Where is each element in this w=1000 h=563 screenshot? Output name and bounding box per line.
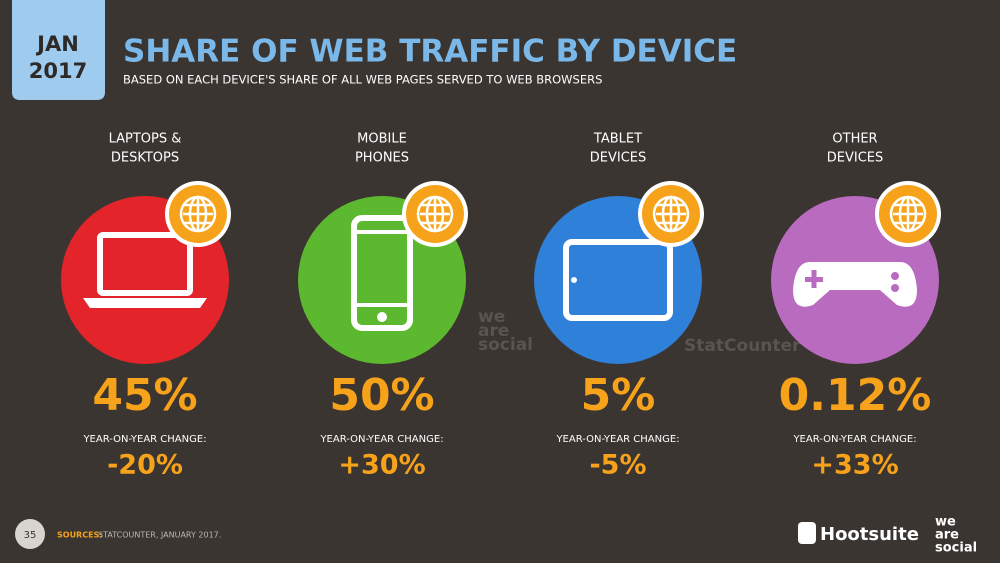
device-label: DEVICES <box>827 151 884 166</box>
hootsuite-logo <box>798 522 816 544</box>
subtitle: BASED ON EACH DEVICE'S SHARE OF ALL WEB … <box>123 73 602 87</box>
icon <box>571 277 577 283</box>
page-badge <box>15 519 45 549</box>
device-label: TABLET <box>593 132 642 147</box>
icon <box>351 215 413 331</box>
icon <box>811 270 817 288</box>
icon <box>793 262 917 307</box>
icon <box>563 239 673 321</box>
icon <box>377 312 387 322</box>
sources: STATCOUNTER, JANUARY 2017. <box>98 531 221 540</box>
icon <box>891 284 899 292</box>
icon <box>83 298 207 308</box>
share-value: 5% <box>581 370 656 421</box>
watermark-social: we <box>478 307 505 327</box>
change-label: YEAR-ON-YEAR CHANGE: <box>82 434 206 445</box>
wearesocial: we <box>935 515 956 530</box>
icon <box>891 272 899 280</box>
device-label: LAPTOPS & <box>109 132 182 147</box>
hootsuite: Hootsuite <box>820 524 919 545</box>
watermark-statcounter: StatCounter <box>684 336 801 356</box>
device-label: PHONES <box>355 151 409 166</box>
icon <box>97 232 193 296</box>
share-value: 0.12% <box>779 370 932 421</box>
change-label: YEAR-ON-YEAR CHANGE: <box>792 434 916 445</box>
badge-year: 2017 <box>29 59 87 83</box>
watermark-social: social <box>478 335 533 355</box>
change-label: YEAR-ON-YEAR CHANGE: <box>555 434 679 445</box>
change-value: +33% <box>811 450 898 481</box>
change-value: -20% <box>107 450 183 481</box>
date-badge <box>12 0 105 100</box>
device-label: DEVICES <box>590 151 647 166</box>
device-label: MOBILE <box>357 132 407 147</box>
share-value: 50% <box>329 370 434 421</box>
wearesocial: are <box>935 528 959 543</box>
change-value: +30% <box>338 450 425 481</box>
page-number: 35 <box>24 530 37 541</box>
share-value: 45% <box>92 370 197 421</box>
change-value: -5% <box>589 450 646 481</box>
device-label: DESKTOPS <box>111 151 179 166</box>
watermark-social: are <box>478 321 509 341</box>
title: SHARE OF WEB TRAFFIC BY DEVICE <box>123 34 737 70</box>
sources-label: SOURCES: <box>57 531 103 540</box>
badge-month: JAN <box>35 32 79 56</box>
device-label: OTHER <box>832 132 877 147</box>
change-label: YEAR-ON-YEAR CHANGE: <box>319 434 443 445</box>
wearesocial: social <box>935 541 977 556</box>
